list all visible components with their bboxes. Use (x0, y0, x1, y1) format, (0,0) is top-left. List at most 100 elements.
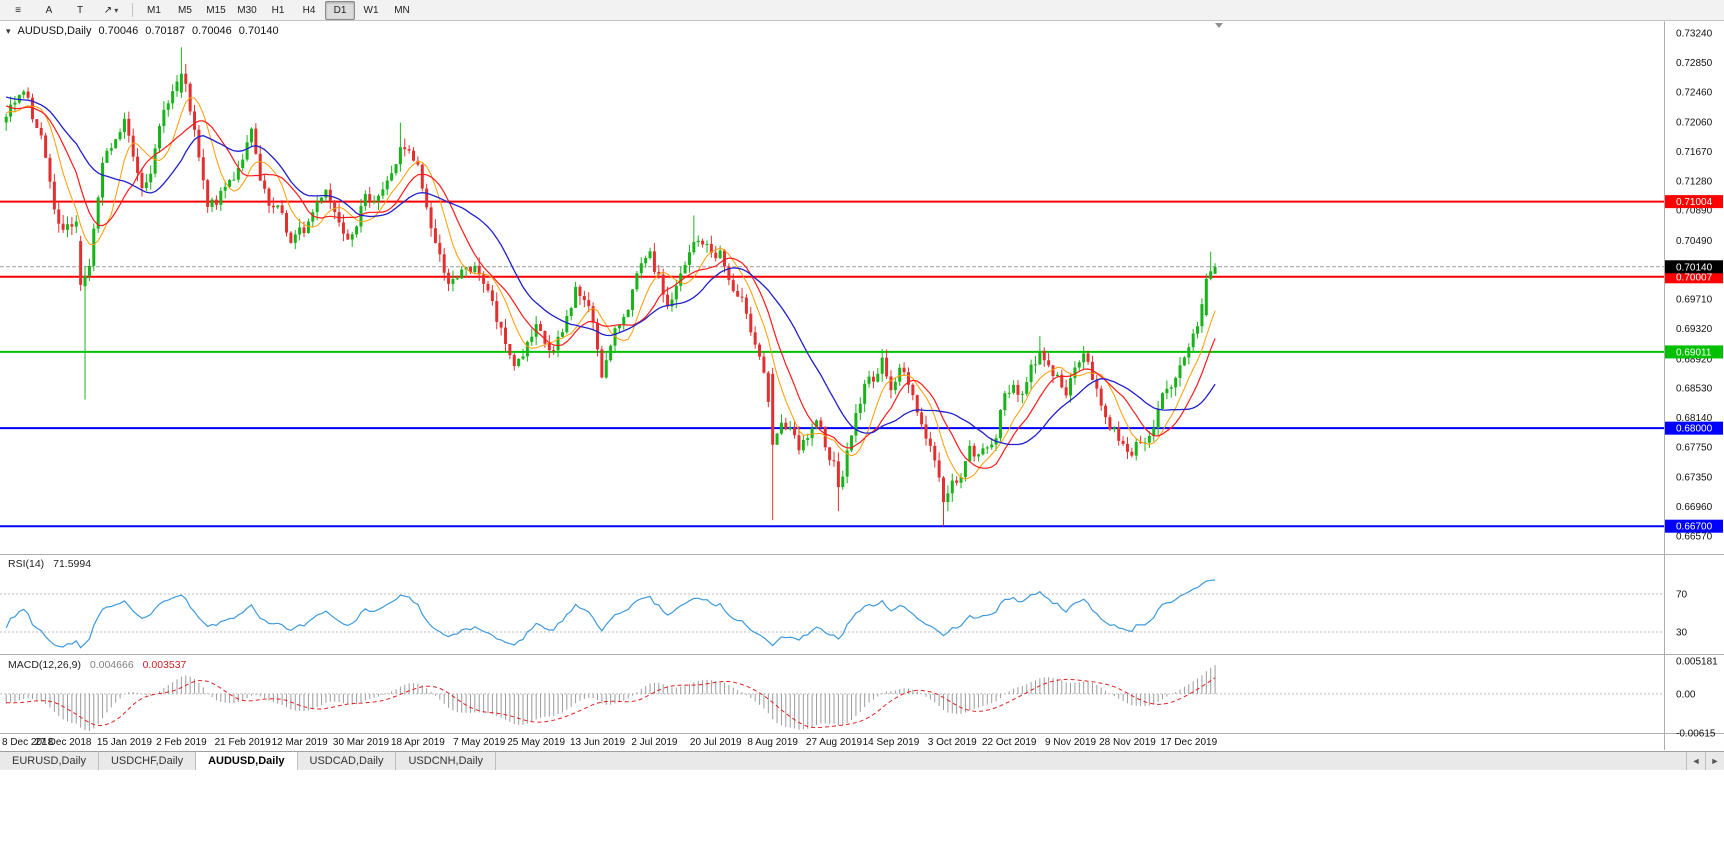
macd-scale-min: -0.00615 (1676, 729, 1716, 740)
price-scale-label: 0.66570 (1676, 532, 1713, 543)
rsi-line (5, 579, 1216, 649)
price-scale-label: 0.68530 (1676, 384, 1713, 395)
ma-24-line (6, 96, 1216, 446)
price-scale-label: 0.71670 (1676, 147, 1713, 158)
chart-tab-eurusd[interactable]: EURUSD,Daily (0, 752, 99, 770)
chart-shift-marker[interactable] (1215, 23, 1223, 28)
tabs-scroll-left-icon[interactable]: ◄ (1686, 752, 1705, 770)
date-label: 8 Aug 2019 (747, 737, 798, 748)
timeframe-w1-button[interactable]: W1 (363, 4, 379, 16)
price-tag: 0.70007 (1665, 270, 1723, 284)
cursor-tool-dropdown[interactable]: ↗ ▾ (96, 1, 126, 20)
horizontal-lines (0, 200, 1664, 528)
price-tag: 0.71004 (1665, 195, 1723, 209)
low-value: 0.70046 (192, 25, 232, 37)
rsi-value: 71.5994 (53, 558, 92, 570)
svg-text:0.70007: 0.70007 (1676, 272, 1713, 283)
rsi-name: RSI(14) (8, 558, 45, 570)
rsi-panel: 70 30 (0, 579, 1688, 649)
date-label: 22 Oct 2019 (982, 737, 1037, 748)
date-label: 28 Nov 2019 (1099, 737, 1156, 748)
price-scale-label: 0.70490 (1676, 236, 1713, 247)
ma-13-line (6, 105, 1216, 469)
date-label: 15 Jan 2019 (97, 737, 152, 748)
svg-text:0.70140: 0.70140 (1676, 262, 1713, 273)
price-tag: 0.69011 (1665, 345, 1723, 359)
timeframe-h1-button[interactable]: H1 (271, 4, 285, 16)
high-value: 0.70187 (145, 25, 186, 37)
svg-text:0.68000: 0.68000 (1676, 424, 1713, 435)
macd-name: MACD(12,26,9) (8, 659, 81, 671)
price-scale-label: 0.67750 (1676, 443, 1713, 454)
price-scale-label: 0.68920 (1676, 354, 1713, 365)
timeframe-mn-button[interactable]: MN (394, 4, 410, 16)
date-label: 8 Dec 2018 (2, 737, 54, 748)
timeframe-buttons: M1 M5 M15 M30 H1 H4 D1 W1 MN (139, 0, 417, 20)
symbol-period-label: AUDUSD,Daily (17, 25, 92, 37)
date-label: 3 Oct 2019 (928, 737, 977, 748)
date-label: 17 Dec 2019 (1160, 737, 1217, 748)
date-label: 18 Apr 2019 (391, 737, 445, 748)
date-label: 27 Dec 2018 (35, 737, 92, 748)
panel-borders (0, 21, 1724, 750)
svg-text:0.66700: 0.66700 (1676, 522, 1713, 533)
date-label: 13 Jun 2019 (570, 737, 625, 748)
date-label: 12 Mar 2019 (272, 737, 329, 748)
price-scale-label: 0.71280 (1676, 176, 1713, 187)
timeframe-m15-button[interactable]: M15 (206, 4, 226, 16)
price-scale-label: 0.69320 (1676, 324, 1713, 335)
price-scale-label: 0.72460 (1676, 87, 1713, 98)
charts-menu-icon[interactable]: ≡ (15, 4, 21, 16)
price-scale-label: 0.66960 (1676, 502, 1713, 513)
macd-scale-zero: 0.00 (1676, 689, 1696, 700)
svg-text:0.71004: 0.71004 (1676, 197, 1713, 208)
chart-tab-usdcnh[interactable]: USDCNH,Daily (396, 752, 497, 770)
svg-text:0.69011: 0.69011 (1676, 347, 1712, 358)
text-tool-button[interactable]: T (76, 4, 84, 16)
timeframe-m5-button[interactable]: M5 (178, 4, 192, 16)
macd-signal-line (6, 677, 1216, 729)
chart-tab-usdchf[interactable]: USDCHF,Daily (99, 752, 197, 770)
macd-signal-value: 0.003537 (142, 659, 187, 671)
date-label: 2 Jul 2019 (631, 737, 678, 748)
chart-tab-usdcad[interactable]: USDCAD,Daily (298, 752, 397, 770)
tabs-scroll-right-icon[interactable]: ► (1705, 752, 1724, 770)
price-scale-label: 0.70890 (1676, 206, 1713, 217)
date-label: 2 Feb 2019 (156, 737, 207, 748)
symbol-marker-icon[interactable]: ▾ (6, 25, 11, 36)
timeframe-m1-button[interactable]: M1 (147, 4, 161, 16)
date-label: 25 May 2019 (507, 737, 565, 748)
macd-indicator-label: MACD(12,26,9) 0.004666 0.003537 (8, 659, 186, 671)
chart-tab-audusd[interactable]: AUDUSD,Daily (196, 752, 298, 770)
candles (4, 47, 1217, 527)
chart-ohlc-title: ▾ AUDUSD,Daily 0.70046 0.70187 0.70046 0… (6, 25, 279, 37)
macd-panel: 0.005181 0.00 -0.00615 (0, 657, 1718, 740)
rsi-level-label: 70 (1676, 590, 1688, 601)
ma-8-line (6, 97, 1216, 480)
timeframe-d1-button[interactable]: D1 (325, 0, 355, 20)
price-tag: 0.66700 (1665, 519, 1723, 533)
price-scale-label: 0.72060 (1676, 117, 1713, 128)
timeframe-h4-button[interactable]: H4 (302, 4, 316, 16)
timeframe-m30-button[interactable]: M30 (237, 4, 257, 16)
date-label: 27 Aug 2019 (806, 737, 863, 748)
price-scale[interactable]: 0.73240 0.72850 0.72460 0.72060 0.71670 0.712… (1676, 29, 1713, 543)
date-label: 20 Jul 2019 (690, 737, 742, 748)
date-label: 21 Feb 2019 (215, 737, 272, 748)
price-scale-label: 0.68140 (1676, 413, 1713, 424)
price-tag: 0.70140 (1665, 260, 1723, 274)
rsi-level-label: 30 (1676, 628, 1688, 639)
top-toolbar: ≡ A T ↗ ▾ M1 M5 M15 M30 H1 H4 D1 W1 MN (0, 0, 1724, 21)
date-label: 14 Sep 2019 (863, 737, 920, 748)
chart-tabs-bar: EURUSD,Daily USDCHF,Daily AUDUSD,Daily USDC… (0, 751, 1724, 770)
macd-histogram (5, 665, 1216, 731)
price-scale-label: 0.67350 (1676, 473, 1713, 484)
date-label: 9 Nov 2019 (1045, 737, 1097, 748)
macd-scale-max: 0.005181 (1676, 657, 1718, 668)
price-scale-label: 0.69710 (1676, 295, 1713, 306)
toolbar-separator (132, 3, 133, 17)
annotation-a-button[interactable]: A (45, 4, 53, 16)
rsi-indicator-label: RSI(14) 71.5994 (8, 558, 91, 570)
